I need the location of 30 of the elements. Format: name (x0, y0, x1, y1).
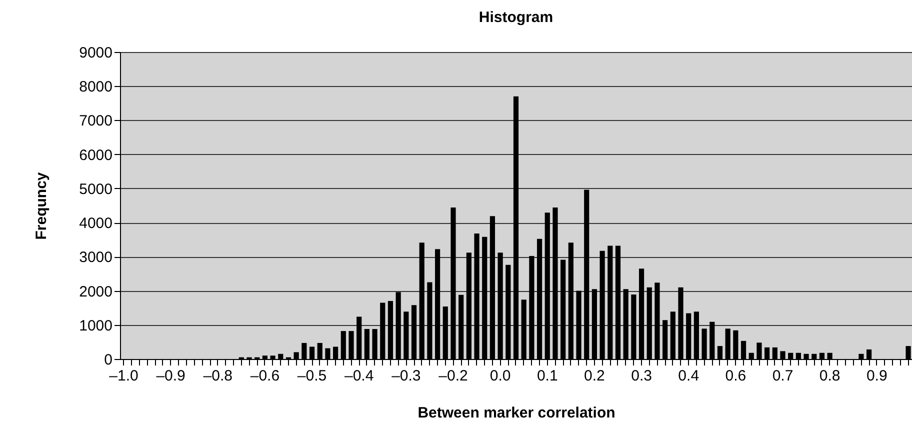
x-tick-label: 0.7 (772, 368, 794, 384)
x-tick-label: –0.3 (392, 368, 421, 384)
y-tick-label: 6000 (79, 146, 112, 164)
x-tick-label: –0.2 (438, 368, 468, 384)
y-axis-title: Frequncy (33, 172, 50, 240)
x-tick-label: –0.6 (250, 368, 280, 384)
x-tick-label: 0.6 (725, 368, 746, 384)
x-tick-label: 0.0 (490, 368, 511, 384)
x-tick-label: 0.1 (536, 368, 558, 384)
y-tick-label: 8000 (79, 78, 112, 96)
x-tick-label: –0.9 (156, 368, 186, 384)
x-tick-label: 0.3 (631, 368, 652, 384)
x-tick-label: 0.4 (678, 368, 700, 384)
x-tick-label: 0.2 (584, 368, 605, 384)
x-tick-label: –0.8 (203, 368, 232, 384)
y-tick-label: 9000 (79, 44, 112, 62)
x-tick-label: –0.4 (344, 368, 374, 384)
y-tick-label: 3000 (79, 249, 112, 266)
x-tick-label: –0.5 (297, 368, 327, 384)
y-tick-label: 1000 (79, 317, 112, 334)
x-tick-label: 0.8 (819, 368, 840, 384)
x-tick-label: 0.9 (866, 368, 888, 384)
y-tick-label: 7000 (79, 112, 112, 130)
y-tick-label: 5000 (79, 180, 112, 198)
y-tick-label: 2000 (79, 283, 112, 300)
x-tick-label: –1.0 (109, 368, 138, 384)
y-tick-label: 0 (104, 352, 112, 368)
x-axis-title: Between marker correlation (418, 404, 616, 422)
y-tick-label: 4000 (79, 215, 112, 232)
chart-title: Histogram (478, 9, 554, 26)
